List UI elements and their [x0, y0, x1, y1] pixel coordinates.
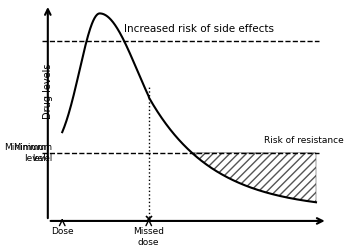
Text: Drug levels: Drug levels: [43, 63, 53, 118]
Text: Minimum
level: Minimum level: [4, 143, 46, 163]
Text: Risk of resistance: Risk of resistance: [264, 136, 344, 144]
Text: Dose: Dose: [51, 227, 74, 236]
Text: Minimum
level: Minimum level: [13, 143, 52, 163]
Text: Increased risk of side effects: Increased risk of side effects: [124, 24, 274, 34]
Text: Missed
dose: Missed dose: [133, 227, 164, 246]
